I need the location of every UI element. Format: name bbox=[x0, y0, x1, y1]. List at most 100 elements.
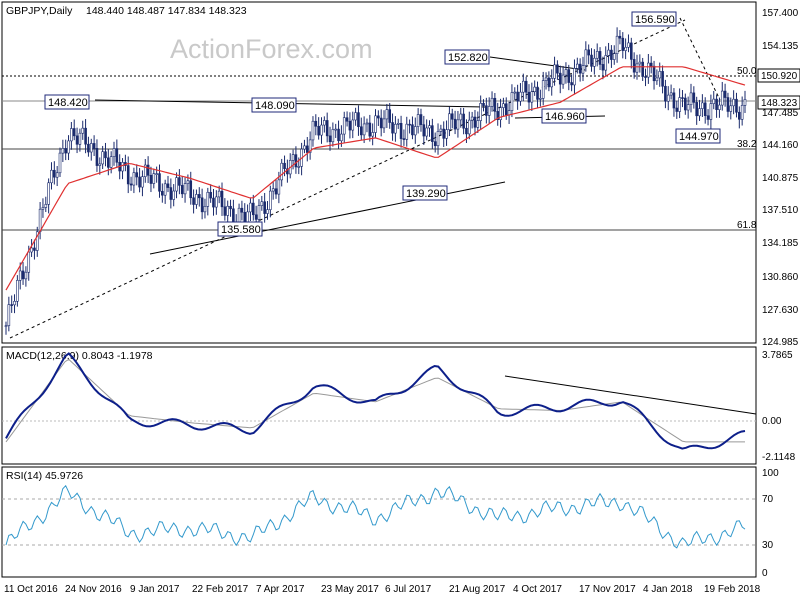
candle-body bbox=[241, 208, 243, 212]
price-tick: 124.985 bbox=[762, 337, 799, 348]
candle-body bbox=[33, 248, 35, 250]
candle-body bbox=[704, 103, 706, 116]
candle-body bbox=[599, 51, 601, 64]
candle-body bbox=[238, 208, 240, 222]
candle-body bbox=[693, 93, 695, 102]
candle-body bbox=[386, 110, 388, 119]
candle-body bbox=[659, 71, 661, 78]
candle-body bbox=[505, 104, 507, 115]
candle-body bbox=[554, 65, 556, 79]
candle-body bbox=[230, 206, 232, 209]
candle-body bbox=[411, 125, 413, 135]
candle-body bbox=[718, 105, 720, 110]
candle-body bbox=[190, 181, 192, 198]
candle-body bbox=[48, 183, 50, 205]
candle-body bbox=[511, 93, 513, 111]
candle-body bbox=[312, 121, 314, 140]
candle-body bbox=[70, 129, 72, 141]
x-tick: 17 Nov 2017 bbox=[579, 584, 636, 595]
svg-text:139.290: 139.290 bbox=[406, 188, 446, 200]
symbol-label: GBPJPY,Daily bbox=[6, 5, 73, 17]
candle-body bbox=[79, 133, 81, 144]
candle-body bbox=[133, 173, 135, 185]
candle-body bbox=[221, 191, 223, 207]
candle-body bbox=[158, 174, 160, 192]
candle-body bbox=[22, 271, 24, 279]
candle-body bbox=[514, 92, 516, 93]
price-tick: 137.510 bbox=[762, 205, 799, 216]
candle-body bbox=[170, 188, 172, 200]
price-tick: 130.860 bbox=[762, 272, 799, 283]
candle-body bbox=[59, 153, 61, 173]
candle-body bbox=[252, 203, 254, 215]
candle-body bbox=[605, 55, 607, 70]
x-tick: 4 Jan 2018 bbox=[643, 584, 693, 595]
candle-body bbox=[292, 155, 294, 161]
price-y-axis: 157.400 154.135 147.485 144.160 140.875 … bbox=[762, 8, 799, 348]
fib-label-61: 61.8 bbox=[737, 220, 757, 231]
svg-text:148.323: 148.323 bbox=[761, 98, 798, 109]
candle-body bbox=[656, 78, 658, 81]
candle-body bbox=[147, 165, 149, 175]
candle-body bbox=[167, 184, 169, 188]
candle-body bbox=[39, 209, 41, 232]
candle-body bbox=[463, 114, 465, 128]
candle-body bbox=[207, 192, 209, 206]
candle-body bbox=[724, 91, 726, 97]
x-tick: 19 Feb 2018 bbox=[704, 584, 761, 595]
candle-body bbox=[369, 123, 371, 136]
candle-body bbox=[96, 148, 98, 165]
candle-body bbox=[315, 121, 317, 126]
candle-body bbox=[613, 54, 615, 60]
candle-body bbox=[139, 177, 141, 187]
candle-body bbox=[346, 118, 348, 122]
candle-body bbox=[650, 63, 652, 66]
candle-body bbox=[443, 129, 445, 138]
candle-body bbox=[281, 163, 283, 180]
candle-body bbox=[531, 92, 533, 102]
candle-body bbox=[545, 78, 547, 81]
candle-body bbox=[320, 125, 322, 135]
candle-body bbox=[212, 198, 214, 207]
price-tick: 140.875 bbox=[762, 173, 799, 184]
candle-body bbox=[377, 116, 379, 118]
candle-body bbox=[272, 189, 274, 191]
candle-body bbox=[176, 178, 178, 191]
candle-body bbox=[204, 206, 206, 211]
candle-body bbox=[16, 280, 18, 301]
candle-body bbox=[417, 115, 419, 127]
candle-body bbox=[107, 158, 109, 168]
candle-body bbox=[275, 189, 277, 194]
candle-body bbox=[525, 81, 527, 92]
candle-body bbox=[53, 170, 55, 177]
x-tick: 11 Oct 2016 bbox=[4, 584, 58, 595]
candle-body bbox=[568, 70, 570, 83]
svg-text:156.590: 156.590 bbox=[635, 14, 675, 26]
candle-body bbox=[434, 142, 436, 146]
candle-body bbox=[394, 124, 396, 133]
x-tick: 22 Feb 2017 bbox=[192, 584, 249, 595]
candle-body bbox=[264, 202, 266, 214]
candle-body bbox=[647, 63, 649, 77]
candle-body bbox=[62, 148, 64, 153]
candle-body bbox=[519, 92, 521, 101]
macd-tick: -2.1148 bbox=[762, 452, 796, 463]
candle-body bbox=[625, 47, 627, 50]
candle-body bbox=[551, 78, 553, 87]
ohlc-values: 148.440 148.487 147.834 148.323 bbox=[86, 5, 247, 17]
candle-body bbox=[141, 177, 143, 187]
annotation-152820: 152.820 bbox=[445, 50, 489, 64]
candle-body bbox=[45, 204, 47, 207]
candle-body bbox=[454, 119, 456, 129]
candle-body bbox=[227, 206, 229, 215]
last-price-box: 148.323 bbox=[758, 96, 800, 109]
candle-body bbox=[303, 146, 305, 149]
candle-body bbox=[298, 166, 300, 167]
candle-body bbox=[667, 95, 669, 101]
candle-body bbox=[664, 86, 666, 101]
candle-body bbox=[8, 305, 10, 326]
candle-body bbox=[201, 198, 203, 212]
macd-tick: 0.00 bbox=[762, 416, 782, 427]
candle-body bbox=[181, 185, 183, 193]
